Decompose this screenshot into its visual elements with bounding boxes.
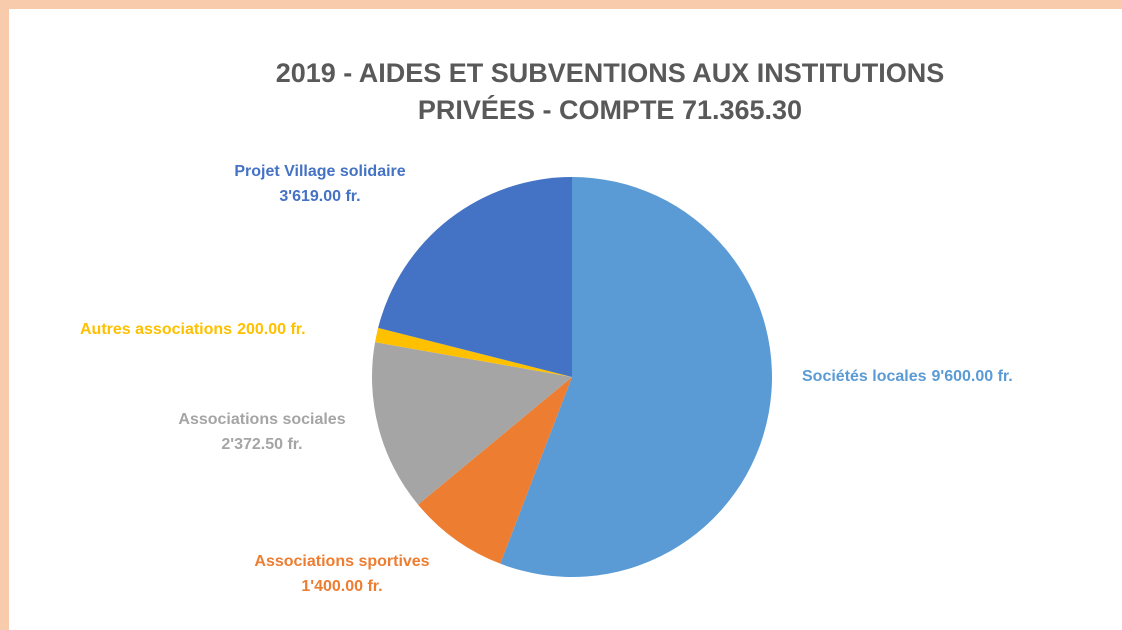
category-label: Associations sociales xyxy=(178,411,345,428)
value-label: 1'400.00 fr. xyxy=(301,578,382,595)
pie-slice xyxy=(371,342,572,505)
value-label: 2'372.50 fr. xyxy=(221,436,302,453)
frame-left xyxy=(0,0,9,630)
value-label: 3'619.00 fr. xyxy=(279,188,360,205)
slice-label: Autres associations 200.00 fr. xyxy=(80,321,306,338)
value-label: 200.00 fr. xyxy=(237,321,306,338)
category-label: Autres associations xyxy=(80,321,232,338)
category-label: Projet Village solidaire xyxy=(234,163,405,180)
slice-label: Sociétés locales 9'600.00 fr. xyxy=(802,368,1013,385)
chart-title: PRIVÉES - COMPTE 71.365.30 xyxy=(418,94,802,125)
value-label: 9'600.00 fr. xyxy=(932,368,1013,385)
chart-title: 2019 - AIDES ET SUBVENTIONS AUX INSTITUT… xyxy=(276,58,945,88)
pie-slice xyxy=(418,377,572,564)
category-label: Sociétés locales xyxy=(802,368,927,385)
pie-slice xyxy=(378,177,572,377)
category-label: Associations sportives xyxy=(254,553,429,570)
pie-slice xyxy=(375,327,572,377)
frame-top xyxy=(0,0,1122,9)
pie-slice xyxy=(500,177,772,577)
